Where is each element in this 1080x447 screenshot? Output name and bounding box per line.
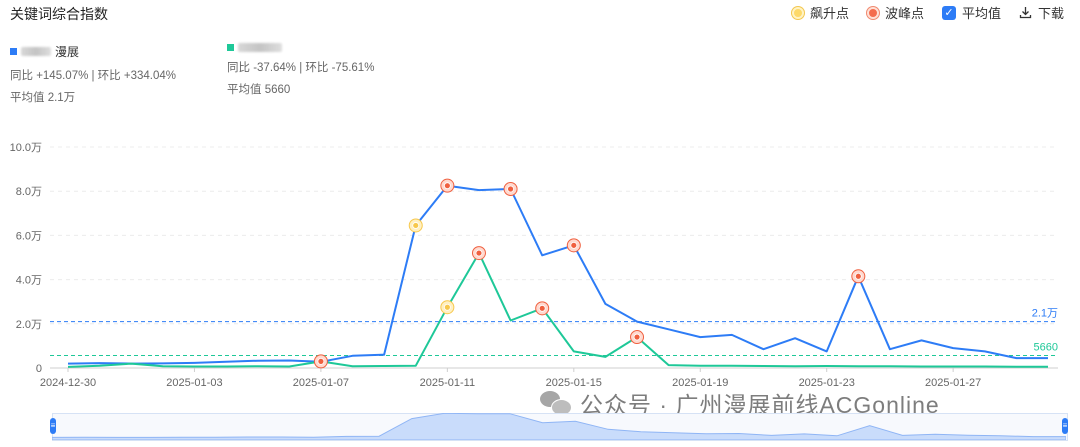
peak-point-marker-core: [507, 185, 514, 193]
x-tick-label: 2025-01-19: [672, 377, 728, 389]
checkbox-checked-icon[interactable]: ✓: [941, 5, 956, 20]
x-tick-label: 2024-12-30: [40, 377, 96, 389]
peak-point-marker-core: [633, 333, 641, 341]
peak-point-marker-core: [570, 241, 578, 249]
average-line-label: 5660: [1034, 341, 1058, 353]
x-tick-label: 2025-01-27: [925, 377, 981, 389]
blurred-text: [238, 43, 282, 52]
series-line-2: [67, 252, 1048, 368]
y-tick-label: 10.0万: [10, 142, 42, 154]
series-1-name: 漫展: [55, 45, 80, 59]
peak-point-icon: [866, 6, 879, 19]
x-tick-label: 2025-01-23: [799, 377, 855, 389]
series-1-swatch: [10, 48, 17, 55]
y-tick-label: 6.0万: [16, 230, 42, 242]
rise-point-marker-core: [443, 303, 451, 311]
peak-point-label: 波峰点: [884, 6, 924, 21]
rise-point-icon: [791, 6, 804, 19]
scrollbar-right-handle[interactable]: ≡: [1062, 418, 1068, 434]
wechat-icon: [540, 389, 572, 417]
average-toggle-label: 平均值: [961, 6, 1001, 21]
peak-point-marker-core: [317, 357, 325, 365]
legend-series-2[interactable]: 同比 -37.64% | 环比 -75.61% 平均值 5660: [227, 43, 374, 97]
average-line-label: 2.1万: [1032, 308, 1058, 320]
rise-point-label: 飙升点: [809, 6, 849, 21]
series-2-swatch: [227, 44, 234, 51]
series-2-stat: 同比 -37.64% | 环比 -75.61%: [227, 62, 375, 74]
blurred-text: [21, 47, 51, 56]
x-tick-label: 2025-01-15: [546, 377, 602, 389]
peak-point-legend[interactable]: 波峰点: [866, 3, 924, 22]
download-label: 下载: [1037, 6, 1064, 21]
rise-point-legend[interactable]: 飙升点: [791, 3, 849, 22]
series-2-average: 平均值 5660: [227, 84, 291, 96]
peak-point-marker-core: [443, 182, 451, 190]
download-icon: [1019, 7, 1032, 19]
legend-series-1[interactable]: 漫展 同比 +145.07% | 环比 +334.04% 平均值 2.1万: [10, 43, 176, 105]
chart-toolbar: 飙升点 波峰点 ✓ 平均值 下载: [791, 3, 1064, 22]
x-tick-label: 2025-01-11: [420, 377, 475, 389]
series-1-stat: 同比 +145.07% | 环比 +334.04%: [10, 70, 176, 82]
download-button[interactable]: 下载: [1019, 3, 1064, 22]
y-tick-label: 2.0万: [16, 319, 42, 331]
page-title: 关键词综合指数: [10, 6, 108, 22]
average-toggle[interactable]: ✓ 平均值: [941, 3, 1001, 22]
x-tick-label: 2025-01-07: [293, 377, 349, 389]
y-tick-label: 0: [36, 363, 42, 375]
peak-point-marker-core: [475, 249, 483, 257]
series-line-1: [67, 184, 1048, 365]
scrollbar-preview-area: [52, 413, 1066, 440]
scrollbar-left-handle[interactable]: ≡: [50, 418, 56, 434]
rise-point-marker-core: [412, 222, 420, 229]
y-tick-label: 4.0万: [16, 275, 42, 287]
y-tick-label: 8.0万: [16, 186, 42, 198]
x-tick-label: 2025-01-03: [166, 377, 222, 389]
series-1-average: 平均值 2.1万: [10, 92, 76, 104]
scrollbar-preview: [52, 413, 1066, 440]
peak-point-marker-core: [854, 272, 862, 280]
peak-point-marker-core: [538, 304, 546, 312]
